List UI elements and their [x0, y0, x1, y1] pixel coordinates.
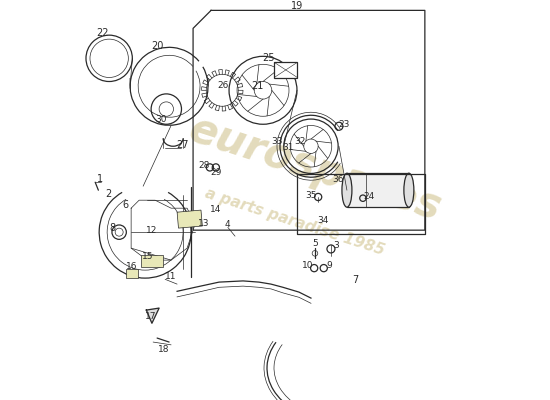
Text: 8: 8 [109, 223, 115, 233]
Text: 32: 32 [294, 136, 305, 146]
Text: 31: 31 [282, 143, 294, 152]
Text: 30: 30 [155, 115, 167, 124]
Text: 6: 6 [123, 200, 129, 210]
Text: 4: 4 [225, 220, 230, 230]
Text: 19: 19 [291, 1, 303, 11]
Text: 7: 7 [352, 275, 358, 285]
Text: 17: 17 [145, 312, 156, 321]
Text: 28: 28 [198, 160, 210, 170]
Text: 16: 16 [126, 262, 138, 272]
Text: 14: 14 [210, 205, 222, 214]
Text: 11: 11 [166, 272, 177, 282]
Bar [177, 210, 202, 228]
Text: 12: 12 [146, 226, 158, 235]
Bar [274, 62, 298, 78]
Bar [347, 173, 409, 207]
Text: 3: 3 [333, 241, 339, 250]
Text: 13: 13 [198, 219, 210, 228]
Text: 33: 33 [272, 136, 283, 146]
Text: 26: 26 [217, 81, 229, 90]
Text: 18: 18 [158, 345, 169, 354]
Text: 29: 29 [210, 168, 222, 177]
Text: 20: 20 [151, 41, 163, 51]
Text: 1: 1 [97, 174, 103, 184]
Text: 9: 9 [326, 261, 332, 270]
Text: 22: 22 [96, 28, 108, 38]
Text: 24: 24 [364, 192, 375, 201]
Text: 2: 2 [105, 189, 111, 199]
Ellipse shape [404, 173, 414, 207]
Bar [126, 269, 139, 278]
Polygon shape [146, 308, 159, 323]
Text: eurospares: eurospares [183, 108, 447, 229]
Text: 5: 5 [312, 239, 318, 248]
Text: 34: 34 [317, 216, 329, 225]
Ellipse shape [342, 173, 352, 207]
Text: 21: 21 [251, 81, 263, 91]
Text: 36: 36 [332, 174, 344, 184]
Text: 23: 23 [338, 120, 349, 129]
Text: 10: 10 [302, 261, 314, 270]
Text: a parts paradise 1985: a parts paradise 1985 [204, 186, 387, 258]
Text: 35: 35 [305, 191, 317, 200]
Text: 25: 25 [262, 53, 274, 63]
Bar [141, 255, 163, 267]
Text: 15: 15 [142, 252, 153, 262]
Text: 27: 27 [176, 140, 189, 150]
